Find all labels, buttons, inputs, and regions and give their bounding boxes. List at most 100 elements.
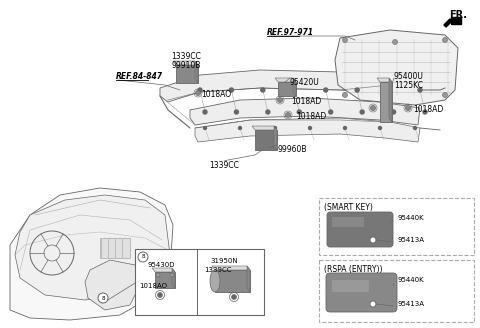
Circle shape: [418, 88, 422, 92]
Circle shape: [413, 127, 417, 130]
Polygon shape: [10, 188, 173, 320]
Ellipse shape: [210, 270, 220, 292]
Circle shape: [379, 127, 382, 130]
Text: FR.: FR.: [449, 10, 467, 20]
Circle shape: [229, 88, 233, 92]
Polygon shape: [172, 268, 175, 288]
Text: 1125KC: 1125KC: [394, 81, 423, 90]
Text: REF.84-847: REF.84-847: [116, 72, 163, 81]
Circle shape: [360, 110, 364, 114]
Text: 1339CC: 1339CC: [171, 52, 201, 61]
Polygon shape: [389, 78, 392, 122]
Text: (RSPA (ENTRY)): (RSPA (ENTRY)): [324, 265, 383, 274]
Polygon shape: [212, 266, 250, 270]
Polygon shape: [160, 70, 440, 102]
Circle shape: [343, 92, 348, 97]
Polygon shape: [15, 195, 170, 300]
Text: 1018AO: 1018AO: [201, 90, 231, 99]
Bar: [319, 260, 474, 322]
Text: 8: 8: [101, 296, 105, 300]
Polygon shape: [152, 268, 175, 272]
Circle shape: [234, 110, 239, 114]
Bar: [100, 238, 130, 258]
Text: 31950N: 31950N: [210, 258, 238, 264]
FancyArrow shape: [444, 19, 452, 27]
Polygon shape: [173, 61, 198, 65]
Polygon shape: [190, 98, 420, 125]
Circle shape: [266, 110, 270, 114]
Circle shape: [386, 88, 391, 92]
Polygon shape: [293, 78, 296, 96]
FancyBboxPatch shape: [326, 273, 397, 312]
Bar: [215, 270, 250, 292]
Text: 1339CC: 1339CC: [204, 267, 232, 273]
Circle shape: [138, 252, 148, 262]
Bar: [278, 82, 296, 96]
Bar: [319, 198, 474, 255]
Circle shape: [393, 39, 397, 45]
Circle shape: [443, 37, 447, 43]
Circle shape: [239, 127, 241, 130]
Text: 1018AD: 1018AD: [413, 105, 443, 114]
Circle shape: [277, 97, 283, 102]
Polygon shape: [195, 118, 420, 142]
Circle shape: [274, 127, 276, 130]
Circle shape: [286, 113, 290, 117]
Polygon shape: [252, 126, 277, 130]
Polygon shape: [195, 61, 198, 83]
Circle shape: [195, 91, 201, 95]
Circle shape: [371, 106, 375, 111]
Text: 95400U: 95400U: [394, 72, 424, 81]
FancyBboxPatch shape: [332, 280, 369, 292]
Circle shape: [292, 88, 296, 92]
Circle shape: [309, 127, 312, 130]
Circle shape: [406, 106, 410, 111]
Polygon shape: [335, 30, 458, 105]
Bar: [135, 249, 264, 315]
Circle shape: [324, 88, 328, 92]
Polygon shape: [377, 78, 392, 82]
Text: 95420U: 95420U: [290, 78, 320, 87]
Text: (SMART KEY): (SMART KEY): [324, 203, 373, 212]
Bar: [176, 65, 198, 83]
Polygon shape: [247, 266, 250, 292]
Circle shape: [98, 293, 108, 303]
Text: 1018AD: 1018AD: [296, 112, 326, 121]
Text: 99910B: 99910B: [171, 61, 201, 70]
Polygon shape: [274, 126, 277, 150]
Polygon shape: [275, 78, 296, 82]
Circle shape: [261, 88, 265, 92]
Circle shape: [170, 273, 174, 277]
Circle shape: [370, 301, 376, 307]
Text: 95413A: 95413A: [398, 301, 425, 307]
Text: REF.97-971: REF.97-971: [267, 28, 314, 37]
Circle shape: [156, 273, 160, 277]
Circle shape: [198, 88, 202, 92]
Text: 1018AO: 1018AO: [139, 283, 167, 289]
Circle shape: [355, 88, 359, 92]
Bar: [451, 17, 461, 24]
Circle shape: [370, 237, 376, 243]
FancyBboxPatch shape: [327, 212, 393, 247]
FancyBboxPatch shape: [332, 217, 364, 227]
Circle shape: [329, 110, 333, 114]
Circle shape: [423, 110, 427, 114]
Polygon shape: [85, 260, 140, 310]
Text: 95440K: 95440K: [398, 215, 425, 221]
Circle shape: [392, 110, 396, 114]
Text: 95413A: 95413A: [398, 237, 425, 243]
Text: 1339CC: 1339CC: [209, 161, 239, 170]
Bar: [380, 82, 392, 122]
Text: 95430D: 95430D: [147, 262, 175, 268]
Circle shape: [297, 110, 301, 114]
Text: 1018AD: 1018AD: [291, 97, 321, 106]
Bar: [155, 272, 175, 288]
Bar: [255, 130, 277, 150]
Circle shape: [344, 127, 347, 130]
Circle shape: [343, 37, 348, 43]
Text: 8: 8: [141, 255, 145, 259]
Circle shape: [203, 110, 207, 114]
Text: 99960B: 99960B: [277, 145, 307, 154]
Circle shape: [204, 127, 206, 130]
Circle shape: [443, 92, 447, 97]
